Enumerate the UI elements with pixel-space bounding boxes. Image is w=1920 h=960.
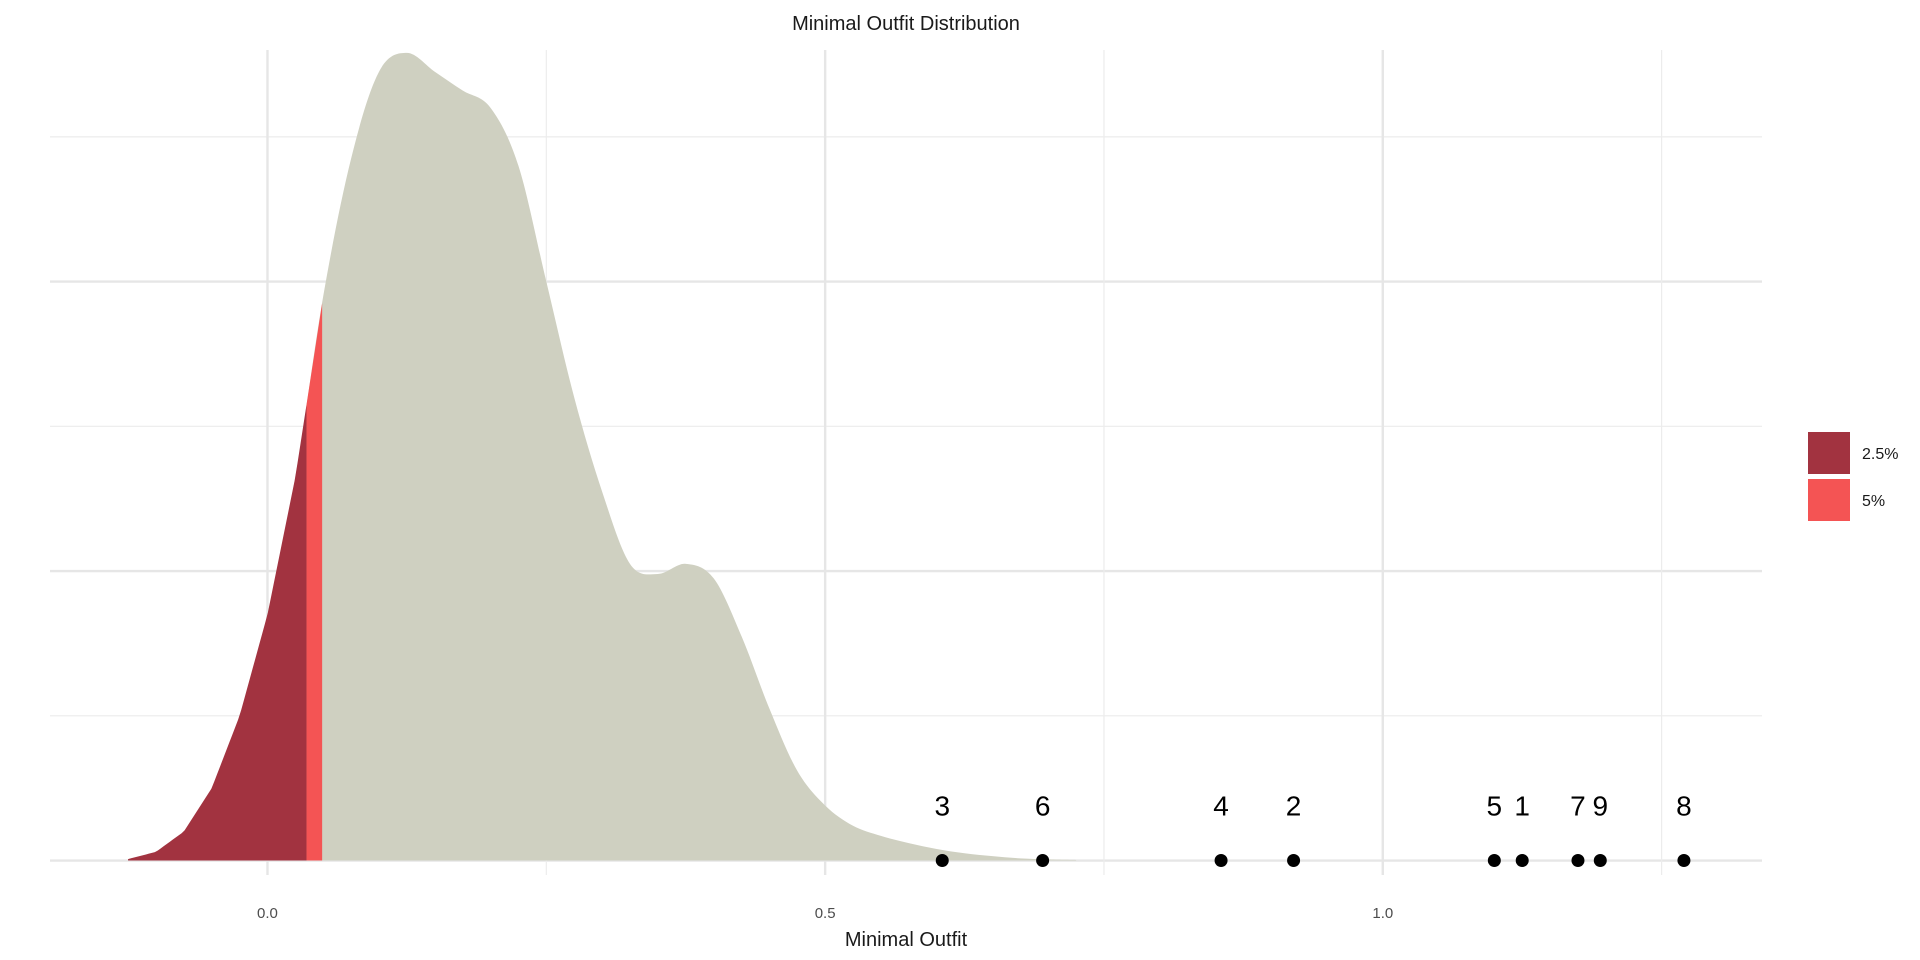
x-axis-title: Minimal Outfit (845, 929, 968, 951)
points-layer: 1 2 3 4 5 6 7 8 9 (934, 791, 1692, 868)
tail-region-5 (306, 303, 323, 861)
x-axis: 0.0 0.5 1.0 (257, 905, 1393, 922)
data-point (1677, 854, 1691, 868)
data-point (1571, 854, 1585, 868)
data-point (935, 854, 949, 868)
data-point (1515, 854, 1529, 868)
tail-region-25 (128, 404, 307, 861)
data-point-label: 1 (1514, 791, 1530, 822)
x-tick-label: 0.0 (257, 905, 278, 922)
data-point-label: 8 (1676, 791, 1692, 822)
data-point-label: 7 (1570, 791, 1586, 822)
x-tick-label: 1.0 (1372, 905, 1393, 922)
data-point (1036, 854, 1050, 868)
data-point-label: 6 (1035, 791, 1051, 822)
data-point-label: 9 (1592, 791, 1608, 822)
legend-label: 2.5% (1862, 446, 1898, 463)
density-area-layer (128, 52, 1077, 861)
legend-key-5 (1808, 479, 1850, 521)
chart-title: Minimal Outfit Distribution (792, 13, 1020, 35)
data-point-label: 2 (1286, 791, 1302, 822)
data-point (1593, 854, 1607, 868)
x-tick-label: 0.5 (815, 905, 836, 922)
data-point-label: 5 (1487, 791, 1503, 822)
density-area (128, 52, 1077, 861)
legend-label: 5% (1862, 493, 1885, 510)
legend-key-25 (1808, 432, 1850, 474)
data-point-label: 4 (1213, 791, 1229, 822)
data-point-label: 3 (934, 791, 950, 822)
data-point (1487, 854, 1501, 868)
data-point (1214, 854, 1228, 868)
legend: 2.5% 5% (1808, 432, 1898, 521)
data-point (1287, 854, 1301, 868)
